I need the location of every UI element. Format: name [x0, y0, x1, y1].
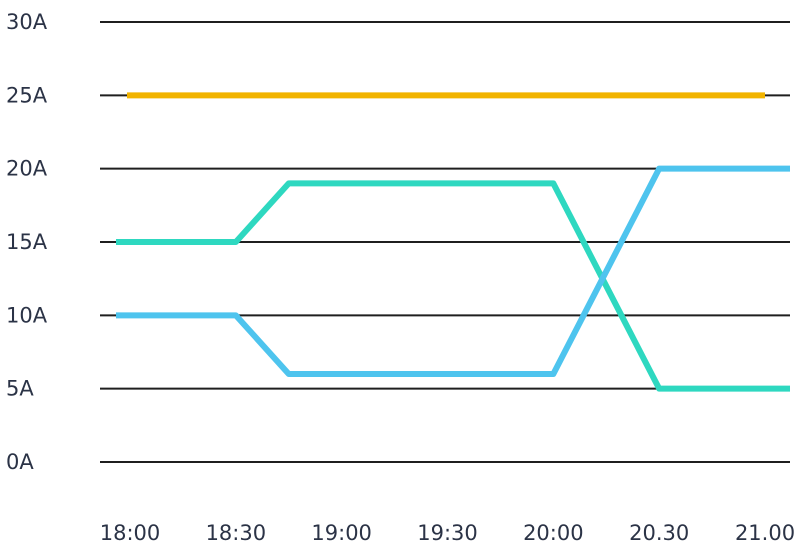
x-tick-label: 18:00 [100, 521, 161, 544]
series-line-3 [116, 165, 790, 377]
series-line-2 [116, 180, 790, 392]
y-tick-label: 30A [6, 10, 48, 34]
x-tick-label: 20.30 [629, 521, 689, 544]
x-tick-label: 19:30 [417, 521, 478, 544]
y-tick-label: 25A [6, 83, 48, 107]
x-tick-label: 19:00 [311, 521, 372, 544]
x-tick-label: 20:00 [523, 521, 584, 544]
y-tick-label: 5A [6, 377, 34, 401]
y-tick-label: 0A [6, 450, 34, 474]
series-group [116, 92, 790, 392]
y-tick-label: 15A [6, 230, 48, 254]
x-axis: 18:00 18:30 19:00 19:30 20:00 20.30 21.00 [100, 521, 795, 544]
x-tick-label: 18:30 [206, 521, 267, 544]
y-tick-label: 10A [6, 303, 48, 327]
y-tick-label: 20A [6, 157, 48, 181]
y-axis: 0A 5A 10A 15A 20A 25A 30A [6, 10, 48, 474]
x-tick-label: 21.00 [735, 521, 795, 544]
